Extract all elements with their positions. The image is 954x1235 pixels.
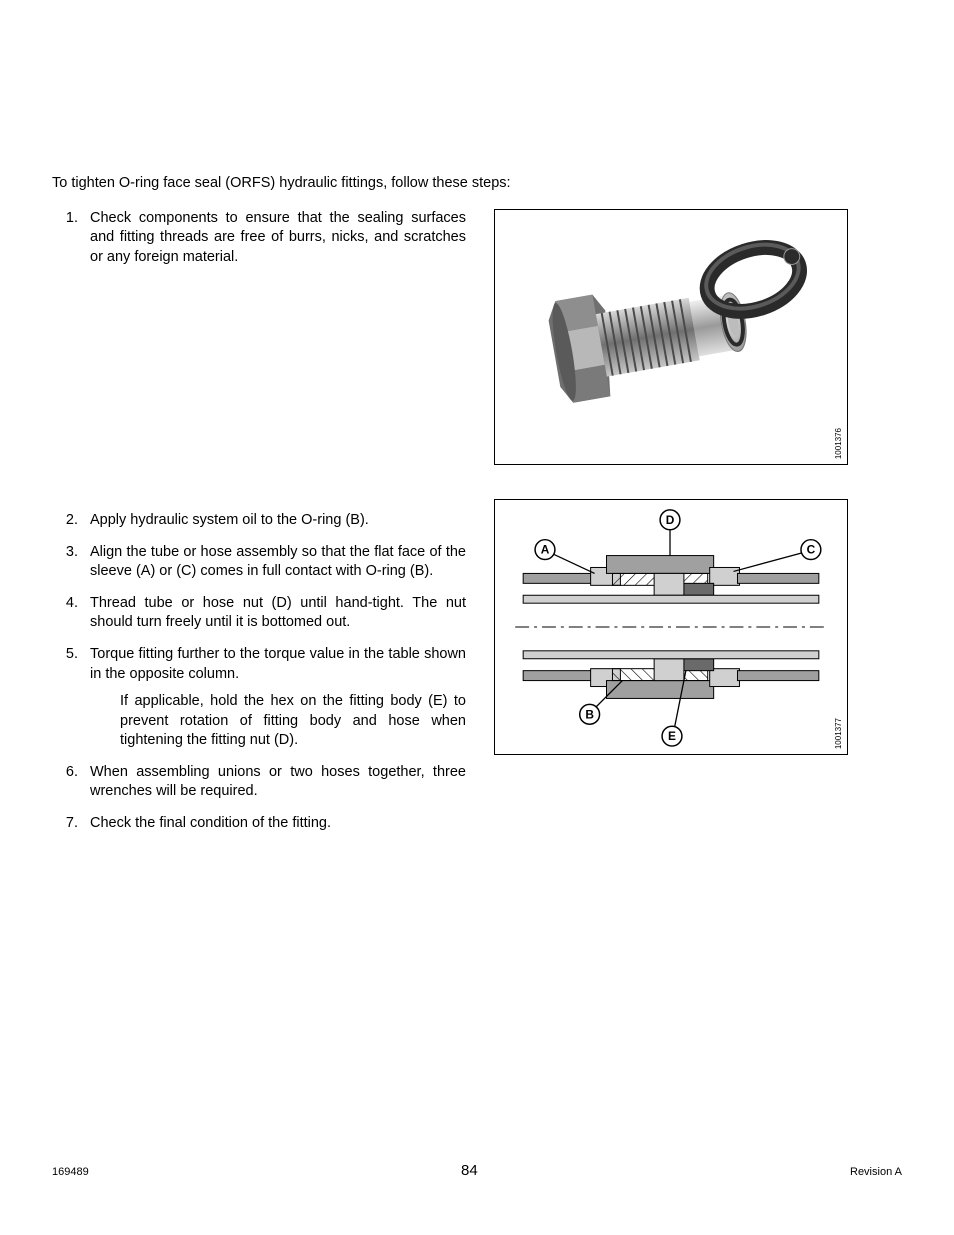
step-4: Thread tube or hose nut (D) until hand-t… (82, 594, 466, 633)
callout-B-label: B (585, 707, 594, 721)
callout-B: B (580, 704, 600, 724)
step-5-note: If applicable, hold the hex on the fitti… (120, 692, 466, 751)
callout-E-label: E (668, 729, 676, 743)
callout-C-label: C (807, 542, 816, 556)
figure-orfs-diagram: A B C D E (494, 499, 848, 755)
step-5-text: Torque fitting further to the torque val… (90, 646, 466, 682)
step-1: Check components to ensure that the seal… (82, 209, 466, 268)
callout-E: E (662, 726, 682, 746)
callout-C: C (801, 539, 821, 559)
step-7: Check the final condition of the fitting… (82, 814, 466, 834)
step-6: When assembling unions or two hoses toge… (82, 763, 466, 802)
figure-2-id: 1001377 (835, 718, 844, 749)
footer-page-number: 84 (461, 1162, 478, 1179)
callout-A-label: A (541, 542, 550, 556)
figure-1-id: 1001376 (835, 428, 844, 459)
callout-D-label: D (666, 512, 675, 526)
intro-text: To tighten O-ring face seal (ORFS) hydra… (52, 175, 902, 191)
step-2: Apply hydraulic system oil to the O-ring… (82, 511, 466, 531)
footer-doc-number: 169489 (52, 1166, 89, 1178)
figures-column: 1001376 (494, 209, 902, 846)
steps-column: Check components to ensure that the seal… (52, 209, 466, 846)
page-footer: 169489 84 Revision A (52, 1162, 902, 1179)
step-3: Align the tube or hose assembly so that … (82, 543, 466, 582)
callout-D: D (660, 509, 680, 529)
figure-orfs-render: 1001376 (494, 209, 848, 465)
callout-A: A (535, 539, 555, 559)
step-5: Torque fitting further to the torque val… (82, 645, 466, 751)
footer-revision: Revision A (850, 1166, 902, 1178)
